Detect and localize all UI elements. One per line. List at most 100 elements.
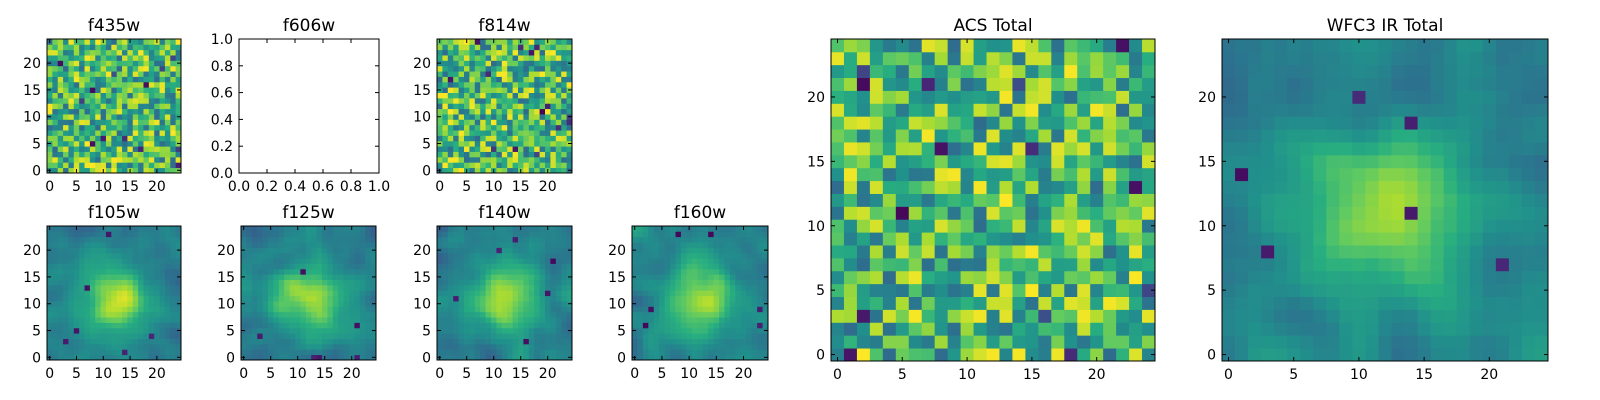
heatmap-cell bbox=[159, 103, 166, 110]
heatmap-cell bbox=[257, 301, 263, 307]
heatmap-cell bbox=[708, 327, 714, 334]
heatmap-cell bbox=[986, 257, 1000, 272]
heatmap-cell bbox=[496, 103, 503, 110]
heatmap-cell bbox=[116, 114, 123, 120]
heatmap-cell bbox=[458, 156, 465, 163]
heatmap-cell bbox=[464, 301, 470, 307]
heatmap-cell bbox=[327, 252, 334, 259]
heatmap-cell bbox=[843, 77, 858, 91]
heatmap-cell bbox=[729, 252, 736, 259]
heatmap-cell bbox=[921, 142, 936, 156]
heatmap-cell bbox=[311, 279, 317, 286]
heatmap-cell bbox=[555, 322, 562, 329]
heatmap-cell bbox=[1222, 283, 1236, 297]
heatmap-cell bbox=[1222, 232, 1236, 246]
heatmap-cell bbox=[534, 268, 540, 275]
heatmap-cell bbox=[447, 306, 454, 313]
heatmap-cell bbox=[528, 274, 535, 280]
heatmap-cell bbox=[1391, 206, 1405, 220]
heatmap-cell bbox=[1235, 335, 1249, 349]
heatmap-cell bbox=[469, 317, 476, 323]
heatmap-cell bbox=[561, 252, 567, 259]
heatmap-cell bbox=[740, 279, 747, 286]
heatmap-cell bbox=[273, 343, 280, 350]
heatmap-cell bbox=[73, 151, 80, 158]
heatmap-cell bbox=[469, 124, 476, 131]
heatmap-cell bbox=[469, 226, 476, 232]
heatmap-cell bbox=[159, 322, 166, 329]
heatmap-cell bbox=[132, 151, 139, 158]
heatmap-cell bbox=[947, 39, 961, 53]
heatmap-cell bbox=[148, 354, 155, 361]
heatmap-cell bbox=[496, 71, 503, 77]
heatmap-cell bbox=[148, 44, 155, 51]
heatmap-cell bbox=[507, 108, 513, 115]
heatmap-cell bbox=[856, 309, 871, 323]
heatmap-cell bbox=[637, 252, 644, 259]
heatmap-cell bbox=[68, 317, 75, 323]
heatmap-cell bbox=[702, 317, 709, 323]
heatmap-cell bbox=[642, 295, 649, 302]
heatmap-cell bbox=[111, 65, 118, 72]
heatmap-cell bbox=[122, 97, 128, 104]
heatmap-cell bbox=[1430, 348, 1445, 362]
heatmap-cell bbox=[686, 252, 693, 259]
x-tick-label: 0 bbox=[45, 179, 54, 195]
heatmap-cell bbox=[338, 349, 344, 356]
heatmap-cell bbox=[349, 236, 355, 243]
heatmap-cell bbox=[1391, 348, 1405, 362]
heatmap-cell bbox=[95, 247, 101, 254]
heatmap-cell bbox=[843, 167, 858, 182]
heatmap-cell bbox=[57, 146, 64, 152]
heatmap-cell bbox=[154, 322, 160, 329]
heatmap-cell bbox=[1313, 309, 1327, 323]
heatmap-cell bbox=[305, 279, 312, 286]
heatmap-cell bbox=[632, 349, 638, 356]
heatmap-cell bbox=[278, 301, 285, 307]
heatmap-cell bbox=[143, 284, 150, 291]
heatmap-cell bbox=[934, 103, 949, 117]
heatmap-cell bbox=[512, 44, 519, 51]
heatmap-cell bbox=[1064, 103, 1078, 117]
heatmap-cell bbox=[474, 306, 481, 313]
heatmap-cell bbox=[111, 103, 118, 110]
heatmap-cell bbox=[47, 71, 53, 77]
heatmap-cell bbox=[79, 349, 85, 356]
heatmap-cell bbox=[555, 301, 562, 307]
heatmap-cell bbox=[268, 306, 274, 313]
heatmap-cell bbox=[437, 263, 443, 270]
heatmap-cell bbox=[138, 268, 144, 275]
heatmap-cell bbox=[882, 142, 897, 156]
heatmap-cell bbox=[164, 124, 171, 131]
heatmap-cell bbox=[437, 119, 443, 126]
heatmap-cell bbox=[895, 129, 910, 143]
heatmap-cell bbox=[485, 236, 492, 243]
heatmap-cell bbox=[1261, 257, 1275, 272]
heatmap-cell bbox=[273, 226, 280, 232]
heatmap-cell bbox=[545, 49, 551, 56]
heatmap-cell bbox=[316, 247, 323, 254]
heatmap-cell bbox=[528, 76, 535, 83]
heatmap-cell bbox=[170, 301, 177, 307]
heatmap-cell bbox=[79, 333, 85, 339]
heatmap-cell bbox=[1103, 296, 1117, 310]
heatmap-cell bbox=[1038, 64, 1052, 79]
heatmap-cell bbox=[501, 119, 508, 126]
heatmap-cell bbox=[354, 236, 361, 243]
heatmap-cell bbox=[327, 247, 334, 254]
heatmap-cell bbox=[458, 39, 465, 45]
heatmap-cell bbox=[1287, 180, 1301, 194]
heatmap-cell bbox=[469, 284, 476, 291]
heatmap-cell bbox=[175, 268, 182, 275]
heatmap-cell bbox=[501, 301, 508, 307]
heatmap-cell bbox=[555, 140, 562, 147]
heatmap-cell bbox=[251, 333, 258, 339]
heatmap-cell bbox=[89, 151, 96, 158]
y-tick-label: 0.6 bbox=[211, 86, 233, 102]
heatmap-cell bbox=[496, 156, 503, 163]
heatmap-cell bbox=[458, 108, 465, 115]
heatmap-cell bbox=[138, 236, 144, 243]
heatmap-cell bbox=[295, 322, 301, 329]
heatmap-cell bbox=[986, 296, 1000, 310]
heatmap-cell bbox=[528, 295, 535, 302]
